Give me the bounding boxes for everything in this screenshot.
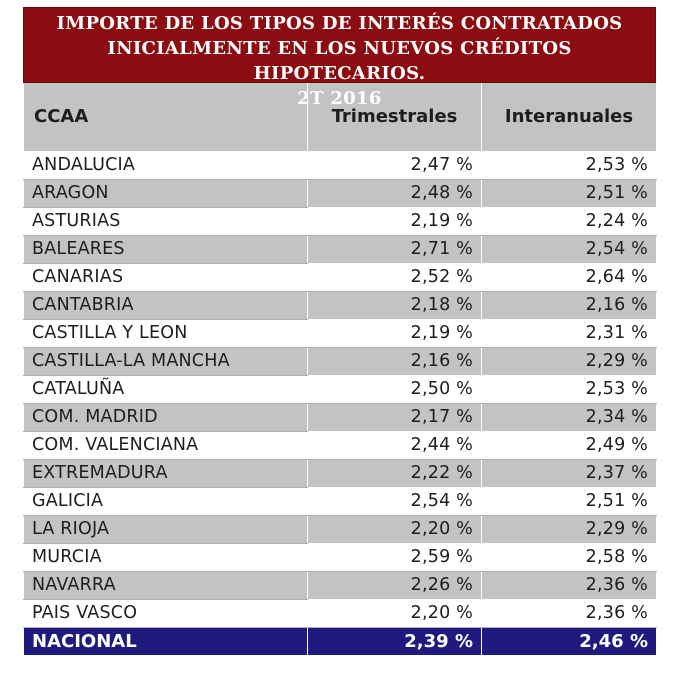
table-body: ANDALUCIA 2,47 % 2,53 % ARAGON 2,48 % 2,51 % A… (23, 150, 657, 628)
interanuales-cell: 2,29 % (481, 514, 657, 544)
ccaa-cell: CASTILLA Y LEON (23, 318, 308, 348)
interanuales-cell: 2,49 % (481, 430, 657, 460)
title-line-3: 2T 2016 (297, 88, 382, 109)
interanuales-cell: 2,51 % (481, 178, 657, 208)
interanuales-cell: 2,37 % (481, 458, 657, 488)
interanuales-cell: 2,53 % (481, 150, 657, 180)
trimestrales-cell: 2,48 % (307, 178, 482, 208)
ccaa-cell: ANDALUCIA (23, 150, 308, 180)
ccaa-cell: LA RIOJA (23, 514, 308, 544)
title-line-2: INICIALMENTE EN LOS NUEVOS CRÉDITOS HIPO… (107, 38, 572, 84)
ccaa-cell: EXTREMADURA (23, 458, 308, 488)
trimestrales-cell: 2,47 % (307, 150, 482, 180)
interanuales-cell: 2,24 % (481, 206, 657, 236)
interanuales-cell: 2,51 % (481, 486, 657, 516)
trimestrales-cell: 2,18 % (307, 290, 482, 320)
total-label: NACIONAL (23, 626, 308, 656)
ccaa-cell: CANARIAS (23, 262, 308, 292)
table-row: CATALUÑA 2,50 % 2,53 % (23, 374, 657, 404)
table-row: MURCIA 2,59 % 2,58 % (23, 542, 657, 572)
ccaa-cell: CANTABRIA (23, 290, 308, 320)
table-row: ARAGON 2,48 % 2,51 % (23, 178, 657, 208)
ccaa-cell: NAVARRA (23, 570, 308, 600)
ccaa-cell: ASTURIAS (23, 206, 308, 236)
table-row: COM. VALENCIANA 2,44 % 2,49 % (23, 430, 657, 460)
trimestrales-cell: 2,59 % (307, 542, 482, 572)
interanuales-cell: 2,36 % (481, 570, 657, 600)
rates-table: CCAA Trimestrales Interanuales ANDALUCIA… (23, 83, 657, 656)
total-trimestrales: 2,39 % (307, 626, 482, 656)
ccaa-cell: COM. VALENCIANA (23, 430, 308, 460)
table-row: CASTILLA Y LEON 2,19 % 2,31 % (23, 318, 657, 348)
trimestrales-cell: 2,20 % (307, 514, 482, 544)
trimestrales-cell: 2,71 % (307, 234, 482, 264)
table-row: CANARIAS 2,52 % 2,64 % (23, 262, 657, 292)
interanuales-cell: 2,53 % (481, 374, 657, 404)
total-row: NACIONAL 2,39 % 2,46 % (23, 626, 657, 656)
total-interanuales: 2,46 % (481, 626, 657, 656)
table-row: ASTURIAS 2,19 % 2,24 % (23, 206, 657, 236)
ccaa-cell: ARAGON (23, 178, 308, 208)
trimestrales-cell: 2,16 % (307, 346, 482, 376)
ccaa-cell: MURCIA (23, 542, 308, 572)
trimestrales-cell: 2,50 % (307, 374, 482, 404)
ccaa-cell: BALEARES (23, 234, 308, 264)
interanuales-cell: 2,29 % (481, 346, 657, 376)
interanuales-cell: 2,64 % (481, 262, 657, 292)
table-row: BALEARES 2,71 % 2,54 % (23, 234, 657, 264)
trimestrales-cell: 2,19 % (307, 206, 482, 236)
interanuales-cell: 2,34 % (481, 402, 657, 432)
trimestrales-cell: 2,26 % (307, 570, 482, 600)
trimestrales-cell: 2,22 % (307, 458, 482, 488)
table-title: IMPORTE DE LOS TIPOS DE INTERÉS CONTRATA… (23, 7, 656, 109)
ccaa-cell: COM. MADRID (23, 402, 308, 432)
title-line-1: IMPORTE DE LOS TIPOS DE INTERÉS CONTRATA… (56, 13, 623, 34)
table-row: NAVARRA 2,26 % 2,36 % (23, 570, 657, 600)
interanuales-cell: 2,58 % (481, 542, 657, 572)
rates-table-container: IMPORTE DE LOS TIPOS DE INTERÉS CONTRATA… (23, 7, 657, 656)
ccaa-cell: CATALUÑA (23, 374, 308, 404)
trimestrales-cell: 2,20 % (307, 598, 482, 628)
ccaa-cell: GALICIA (23, 486, 308, 516)
table-row: GALICIA 2,54 % 2,51 % (23, 486, 657, 516)
column-header-ccaa: CCAA (23, 83, 308, 152)
interanuales-cell: 2,54 % (481, 234, 657, 264)
table-row: COM. MADRID 2,17 % 2,34 % (23, 402, 657, 432)
table-row: EXTREMADURA 2,22 % 2,37 % (23, 458, 657, 488)
trimestrales-cell: 2,54 % (307, 486, 482, 516)
trimestrales-cell: 2,44 % (307, 430, 482, 460)
ccaa-cell: PAIS VASCO (23, 598, 308, 628)
interanuales-cell: 2,16 % (481, 290, 657, 320)
table-row: CANTABRIA 2,18 % 2,16 % (23, 290, 657, 320)
trimestrales-cell: 2,19 % (307, 318, 482, 348)
column-header-interanuales: Interanuales (481, 83, 657, 152)
table-row: PAIS VASCO 2,20 % 2,36 % (23, 598, 657, 628)
interanuales-cell: 2,31 % (481, 318, 657, 348)
trimestrales-cell: 2,52 % (307, 262, 482, 292)
ccaa-cell: CASTILLA-LA MANCHA (23, 346, 308, 376)
table-row: ANDALUCIA 2,47 % 2,53 % (23, 150, 657, 180)
table-row: LA RIOJA 2,20 % 2,29 % (23, 514, 657, 544)
table-row: CASTILLA-LA MANCHA 2,16 % 2,29 % (23, 346, 657, 376)
trimestrales-cell: 2,17 % (307, 402, 482, 432)
interanuales-cell: 2,36 % (481, 598, 657, 628)
